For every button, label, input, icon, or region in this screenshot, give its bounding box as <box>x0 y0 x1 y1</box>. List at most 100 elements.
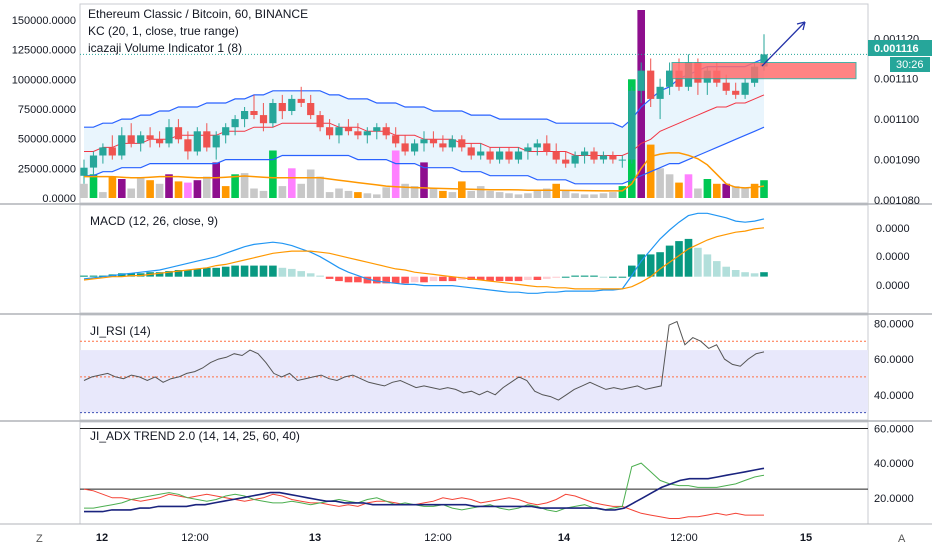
macd-histogram-bar <box>354 276 362 283</box>
trend-arrow-head <box>796 21 806 31</box>
volume-bar <box>99 192 107 198</box>
volume-bar <box>193 180 202 198</box>
candle <box>203 123 211 152</box>
kc-indicator-label[interactable]: KC (20, 1, close, true range) <box>88 24 239 38</box>
macd-histogram-bar <box>401 276 409 284</box>
adx-pane[interactable] <box>80 427 868 519</box>
candle <box>269 98 277 128</box>
macd-histogram-bar <box>505 276 513 282</box>
volume-bar <box>259 190 268 198</box>
price-pane[interactable] <box>80 10 868 198</box>
volume-bar <box>731 186 740 198</box>
macd-histogram-bar <box>750 273 759 277</box>
volume-bar <box>297 183 305 198</box>
adx-line <box>84 467 765 513</box>
macd-histogram-bar <box>297 271 305 277</box>
candle <box>373 123 381 140</box>
macd-histogram-bar <box>580 275 589 277</box>
macd-histogram-bar <box>571 275 579 277</box>
volume-bar <box>250 188 258 198</box>
macd-histogram-bar <box>439 276 447 282</box>
macd-histogram-bar <box>278 267 287 277</box>
macd-histogram-bar <box>382 276 390 284</box>
macd-histogram-bar <box>335 276 343 282</box>
volume-bar <box>429 188 438 198</box>
macd-histogram-bar <box>637 254 645 277</box>
candle <box>165 119 173 148</box>
candle <box>505 147 513 164</box>
candle <box>647 58 655 107</box>
macd-indicator-label[interactable]: MACD (12, 26, close, 9) <box>90 214 218 228</box>
adx-axis-tick: 40.0000 <box>874 458 914 470</box>
candle <box>666 62 674 95</box>
volume-bar <box>174 181 183 198</box>
macd-histogram-bar <box>609 276 617 278</box>
macd-histogram-bar <box>543 276 551 279</box>
volume-bar <box>439 190 447 198</box>
candle <box>212 131 220 160</box>
macd-pane[interactable] <box>80 212 768 294</box>
macd-histogram-bar <box>703 254 712 277</box>
candle <box>392 127 400 148</box>
candle <box>732 82 740 99</box>
rsi-pane[interactable] <box>80 320 868 414</box>
candle <box>581 147 589 164</box>
candle <box>543 135 551 156</box>
kc-lower-line <box>84 126 765 185</box>
rsi-line <box>83 320 765 401</box>
candle <box>420 131 428 152</box>
time-axis-tick: 12:00 <box>181 532 209 544</box>
macd-histogram-bar <box>373 276 381 284</box>
macd-histogram-bar <box>552 276 560 278</box>
price-axis-tick: 0.001110 <box>874 74 918 86</box>
volume-bar <box>609 192 617 198</box>
volume-indicator-label[interactable]: icazaji Volume Indicator 1 (8) <box>88 41 242 55</box>
volume-bar <box>524 193 532 198</box>
price-pane-border <box>79 3 869 204</box>
volume-bar <box>306 169 315 198</box>
candle <box>741 78 749 99</box>
price-axis-tick: 0.001090 <box>874 155 920 167</box>
volume-bar <box>760 180 768 198</box>
candles <box>80 34 768 184</box>
range-box-drawing[interactable] <box>671 62 857 80</box>
price-axis-tick: 0.001080 <box>874 195 920 207</box>
volume-bar <box>514 194 523 198</box>
volume-bar <box>599 193 608 198</box>
volume-bar <box>476 186 485 198</box>
macd-histogram-bar <box>561 276 570 278</box>
volume-bar <box>656 168 664 198</box>
volume-bar <box>694 188 702 198</box>
macd-histogram-bar <box>618 276 627 278</box>
macd-histogram-bar <box>524 276 532 280</box>
volume-average-line <box>84 152 765 192</box>
trend-arrow-drawing[interactable] <box>761 21 806 67</box>
macd-histogram-bar <box>184 270 192 277</box>
candle <box>326 119 334 140</box>
adx-plus-di-line <box>84 462 765 513</box>
auto-scale-button[interactable]: A <box>898 533 906 545</box>
candle <box>222 123 230 144</box>
candle <box>429 131 438 148</box>
macd-axis-tick: 0.0000 <box>876 223 910 235</box>
macd-histogram-bar <box>410 276 419 283</box>
time-axis-tick: 12:00 <box>670 532 698 544</box>
volume-bar <box>713 183 721 198</box>
volume-average-line <box>84 152 765 192</box>
volume-bar <box>590 194 598 198</box>
macd-histogram-bar <box>448 276 457 282</box>
timezone-corner-button[interactable]: Z <box>36 533 43 545</box>
adx-indicator-label[interactable]: JI_ADX TREND 2.0 (14, 14, 25, 60, 40) <box>90 429 300 443</box>
candle <box>288 94 296 116</box>
macd-histogram-bar <box>429 276 438 282</box>
macd-histogram-bar <box>165 271 173 277</box>
volume-bar <box>221 186 230 198</box>
candle <box>656 78 664 120</box>
candle <box>448 135 456 152</box>
volume-bar <box>89 174 98 198</box>
macd-histogram-bar <box>250 265 258 277</box>
volume-bar <box>363 193 372 198</box>
rsi-indicator-label[interactable]: JI_RSI (14) <box>90 324 151 338</box>
candle <box>637 62 645 103</box>
